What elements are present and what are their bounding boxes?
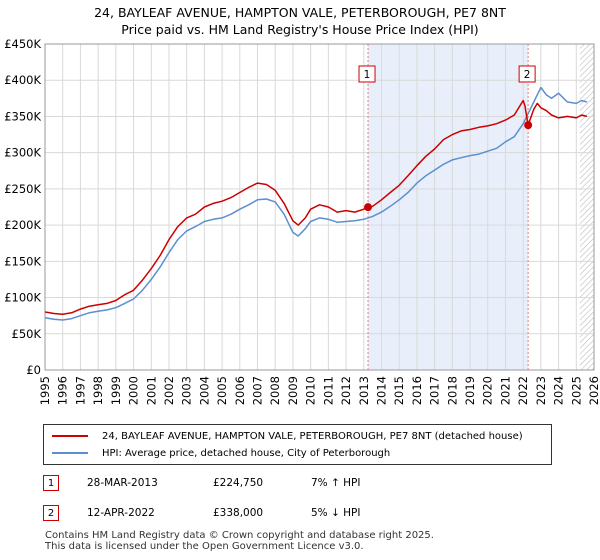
x-tick-label: 2023 xyxy=(534,376,548,405)
y-tick-label: £250K xyxy=(4,182,41,196)
x-tick-label: 2013 xyxy=(357,376,371,405)
series-group xyxy=(45,86,588,321)
x-tick-label: 2011 xyxy=(321,376,335,405)
x-tick-label: 1995 xyxy=(38,376,52,405)
transaction-hpi: 5% ↓ HPI xyxy=(311,507,361,519)
x-tick-label: 2018 xyxy=(445,376,459,405)
annotation-label: 2 xyxy=(524,69,531,81)
x-tick-label: 2008 xyxy=(268,376,282,405)
x-tick-label: 2021 xyxy=(498,376,512,405)
forecast-hatch xyxy=(579,44,594,370)
y-tick-label: £50K xyxy=(12,327,42,341)
legend-item-hpi: HPI: Average price, detached house, City… xyxy=(52,445,390,461)
footer: Contains HM Land Registry data © Crown c… xyxy=(45,530,434,552)
legend-swatch-hpi xyxy=(52,452,88,454)
transaction-row: 2 12-APR-2022 £338,000 5% ↓ HPI xyxy=(43,504,360,522)
annotation-box xyxy=(358,65,376,83)
plot-border xyxy=(44,43,595,371)
x-tick-label: 2026 xyxy=(587,376,600,405)
sale-point xyxy=(524,121,533,130)
x-tick-label: 2025 xyxy=(569,376,583,405)
legend-item-property: 24, BAYLEAF AVENUE, HAMPTON VALE, PETERB… xyxy=(52,428,523,444)
x-tick-label: 2012 xyxy=(339,376,353,405)
x-tick-label: 2006 xyxy=(233,376,247,405)
y-tick-label: £400K xyxy=(4,73,41,87)
y-tick-label: £450K xyxy=(4,37,41,51)
legend-swatch-property xyxy=(52,435,88,437)
x-tick-label: 2000 xyxy=(127,376,141,405)
x-tick-label: 2001 xyxy=(144,376,158,405)
x-tick-label: 2002 xyxy=(162,376,176,405)
y-tick-label: £300K xyxy=(4,146,41,160)
transaction-hpi: 7% ↑ HPI xyxy=(311,477,361,489)
chart-title: 24, BAYLEAF AVENUE, HAMPTON VALE, PETERB… xyxy=(0,4,600,38)
x-tick-label: 2019 xyxy=(463,376,477,405)
x-tick-label: 2022 xyxy=(516,376,530,405)
transaction-date: 12-APR-2022 xyxy=(87,507,155,519)
legend-label-hpi: HPI: Average price, detached house, City… xyxy=(102,447,391,459)
x-tick-label: 2020 xyxy=(481,376,495,405)
x-tick-label: 2003 xyxy=(180,376,194,405)
y-tick-label: £100K xyxy=(4,291,41,305)
transaction-price: £224,750 xyxy=(213,477,264,489)
x-tick-label: 1997 xyxy=(73,376,87,405)
annotation-box xyxy=(518,65,536,83)
x-tick-label: 2009 xyxy=(286,376,300,405)
price-chart: £0 £50K £100K £150K £200K £250K £300K £350K £400… xyxy=(4,37,600,405)
title-line-1: 24, BAYLEAF AVENUE, HAMPTON VALE, PETERB… xyxy=(94,5,506,20)
x-tick-label: 2014 xyxy=(374,376,388,405)
transaction-marker: 1 xyxy=(43,475,59,491)
legend-label-property: 24, BAYLEAF AVENUE, HAMPTON VALE, PETERB… xyxy=(102,430,523,442)
footer-line-1: Contains HM Land Registry data © Crown c… xyxy=(45,530,434,541)
x-tick-label: 2024 xyxy=(552,376,566,405)
shaded-span xyxy=(368,44,529,370)
x-tick-label: 2016 xyxy=(410,376,424,405)
x-tick-label: 2007 xyxy=(251,376,265,405)
x-tick-label: 2004 xyxy=(197,376,211,405)
transaction-row: 1 28-MAR-2013 £224,750 7% ↑ HPI xyxy=(43,474,360,492)
footer-line-2: This data is licensed under the Open Gov… xyxy=(45,541,364,552)
y-tick-label: £0 xyxy=(26,363,41,377)
annotation-label: 1 xyxy=(364,69,371,81)
hpi-line xyxy=(45,86,588,321)
y-tick-label: £150K xyxy=(4,254,41,268)
x-tick-label: 1998 xyxy=(91,376,105,405)
x-tick-label: 2005 xyxy=(215,376,229,405)
x-tick-label: 2017 xyxy=(428,376,442,405)
legend: 24, BAYLEAF AVENUE, HAMPTON VALE, PETERB… xyxy=(43,424,552,465)
transaction-marker: 2 xyxy=(43,505,59,521)
x-tick-label: 2010 xyxy=(304,376,318,405)
property-price-line xyxy=(45,99,588,315)
transaction-price: £338,000 xyxy=(213,507,264,519)
title-line-2: Price paid vs. HM Land Registry's House … xyxy=(121,22,479,37)
y-tick-label: £200K xyxy=(4,218,41,232)
y-tick-label: £350K xyxy=(4,109,41,123)
x-tick-label: 1996 xyxy=(56,376,70,405)
sale-point xyxy=(364,203,373,212)
x-tick-label: 2015 xyxy=(392,376,406,405)
x-tick-label: 1999 xyxy=(109,376,123,405)
transaction-date: 28-MAR-2013 xyxy=(87,477,158,489)
